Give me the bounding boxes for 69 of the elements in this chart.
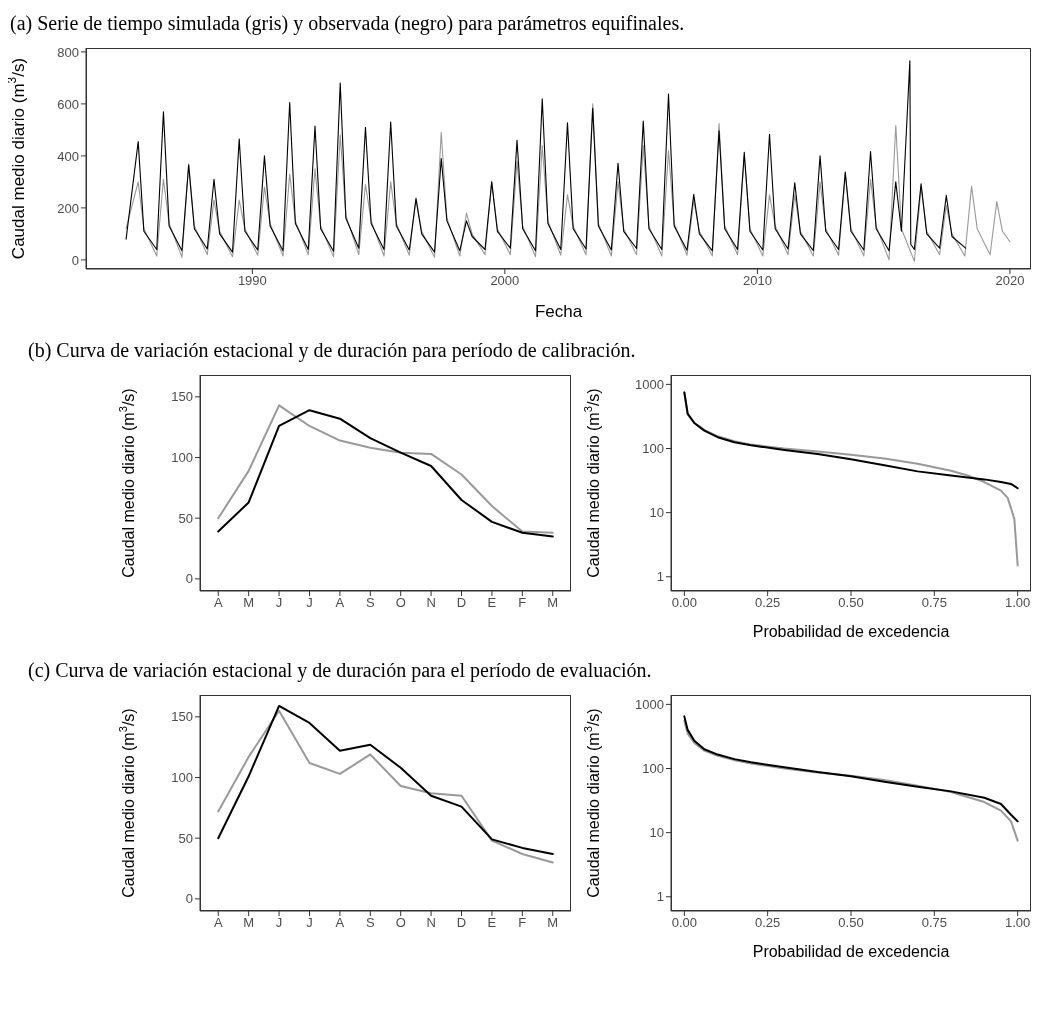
line-series [683, 720, 1019, 842]
y-tick-label: 800 [57, 44, 79, 60]
x-tick-label: 0.75 [921, 915, 947, 931]
y-tick-label: 600 [57, 96, 79, 112]
y-tick-label: 100 [171, 770, 193, 786]
x-tick-label: D [456, 595, 467, 611]
y-tick-label: 50 [178, 510, 193, 526]
x-axis-title: Probabilidad de excedencia [752, 943, 950, 960]
x-tick-label: 0.00 [671, 915, 697, 931]
x-tick-label: J [275, 595, 283, 611]
x-axis-title: Probabilidad de excedencia [752, 623, 950, 640]
x-tick-label: A [213, 915, 223, 931]
x-axis-title: Fecha [534, 302, 583, 321]
x-tick-label: A [335, 595, 345, 611]
x-tick-label: 1990 [237, 273, 267, 289]
x-tick-label: 0.75 [921, 595, 947, 611]
x-tick-label: S [365, 915, 375, 931]
y-tick-label: 1 [656, 889, 664, 905]
y-tick-label: 50 [178, 830, 193, 846]
x-tick-label: D [456, 915, 467, 931]
x-tick-label: 2010 [742, 273, 772, 289]
x-tick-label: N [426, 595, 436, 611]
x-tick-label: E [487, 915, 497, 931]
x-tick-label: M [547, 595, 559, 611]
x-tick-label: 1.00 [1005, 595, 1031, 611]
x-tick-label: 0.00 [671, 595, 697, 611]
line-series [683, 715, 1019, 823]
x-tick-label: N [426, 915, 436, 931]
x-tick-label: F [518, 915, 527, 931]
x-tick-label: 1.00 [1005, 915, 1031, 931]
x-tick-label: 2020 [995, 273, 1025, 289]
y-tick-label: 1 [656, 569, 664, 585]
y-tick-label: 150 [171, 389, 193, 405]
x-tick-label: J [306, 595, 313, 611]
x-tick-label: O [395, 595, 406, 611]
chart-title: (b) Curva de variación estacional y de duración para período de calibración. [28, 339, 636, 361]
x-tick-label: 2000 [490, 273, 520, 289]
y-tick-label: 150 [171, 709, 193, 725]
x-tick-label: 0.50 [838, 915, 864, 931]
y-tick-label: 1000 [635, 696, 664, 712]
y-tick-label: 0 [71, 252, 79, 268]
y-tick-label: 100 [642, 441, 664, 457]
x-tick-label: O [395, 915, 406, 931]
line-series [125, 60, 967, 253]
y-tick-label: 0 [185, 571, 193, 587]
x-tick-label: M [243, 595, 255, 611]
chart-title: (a) Serie de tiempo simulada (gris) y observada (negro) para parámetros equifinales. [10, 12, 685, 34]
y-tick-label: 100 [171, 450, 193, 466]
x-tick-label: M [243, 915, 255, 931]
x-tick-label: J [275, 915, 283, 931]
x-tick-label: A [213, 595, 223, 611]
x-tick-label: S [365, 595, 375, 611]
y-tick-label: 1000 [635, 376, 664, 392]
x-tick-label: F [518, 595, 527, 611]
x-tick-label: 0.25 [755, 595, 781, 611]
y-tick-label: 400 [57, 148, 79, 164]
x-tick-label: E [487, 595, 497, 611]
x-tick-label: J [306, 915, 313, 931]
x-tick-label: 0.25 [755, 915, 781, 931]
y-tick-label: 10 [649, 505, 664, 521]
chart-title: (c) Curva de variación estacional y de duración para el período de evaluación. [28, 659, 652, 681]
x-tick-label: M [547, 915, 559, 931]
y-tick-label: 100 [642, 761, 664, 777]
y-tick-label: 10 [649, 825, 664, 841]
x-tick-label: A [335, 915, 345, 931]
x-tick-label: 0.50 [838, 595, 864, 611]
y-tick-label: 200 [57, 200, 79, 216]
line-series [683, 391, 1019, 490]
y-tick-label: 0 [185, 891, 193, 907]
